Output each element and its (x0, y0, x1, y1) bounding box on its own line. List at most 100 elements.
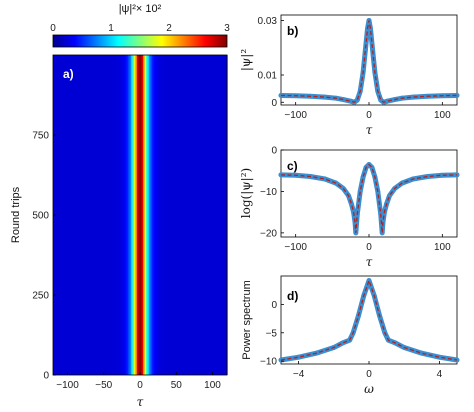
heatmap-cell (194, 55, 197, 375)
heatmap-cell (209, 55, 212, 375)
heatmap-cell (62, 55, 65, 375)
data-point (362, 48, 368, 53)
heatmap-cell (128, 55, 131, 375)
heatmap-cell (125, 55, 128, 375)
heatmap-cell (63, 55, 66, 375)
heatmap-cell (114, 55, 117, 375)
panel-d-ylabel: Power spectrum (241, 280, 253, 359)
heatmap-cell (137, 55, 140, 375)
heatmap-cell (72, 55, 75, 375)
y-tick-label: −10 (260, 357, 277, 368)
panel-c-ticks: −100 0 100−20−100 (260, 146, 451, 254)
data-point (322, 176, 328, 182)
heatmap-cell (120, 55, 123, 375)
panel-d-xlabel: ω (364, 382, 374, 396)
heatmap-cell (140, 55, 143, 375)
y-tick-label: 0 (271, 146, 277, 157)
heatmap-cell (86, 55, 89, 375)
x-tick-label: 0 (366, 242, 372, 253)
heatmap-cell (113, 55, 116, 375)
panel-b-ticks: −100 0 100 0 0.01 0.03 (258, 16, 452, 121)
heatmap-cell (216, 55, 219, 375)
heatmap-cell (170, 55, 173, 375)
x-tick-label: −50 (95, 380, 112, 391)
data-point (354, 97, 360, 103)
heatmap-cell (56, 55, 59, 375)
heatmap-cell (213, 55, 216, 375)
data-point (410, 94, 416, 100)
heatmap-cell (149, 55, 152, 375)
heatmap-cell (177, 55, 180, 375)
heatmap-cell (68, 55, 71, 375)
heatmap-cell (81, 55, 84, 375)
heatmap-cell (173, 55, 176, 375)
data-point (419, 350, 425, 356)
heatmap-cell (78, 55, 81, 375)
heatmap-cell (176, 55, 179, 375)
heatmap-cell (195, 55, 198, 375)
colorbar-label: |ψ|²× 10² (119, 3, 162, 15)
heatmap-cell (180, 55, 183, 375)
heatmap-cell (167, 55, 170, 375)
data-point (357, 189, 363, 194)
heatmap-cell (119, 55, 122, 375)
data-point (340, 97, 346, 102)
heatmap-cell (224, 55, 227, 375)
heatmap-cell (158, 55, 161, 375)
series-dashed-line (280, 163, 458, 233)
data-point (439, 172, 445, 178)
heatmap-cell (186, 55, 189, 375)
data-point (425, 174, 431, 179)
heatmap-cell (99, 55, 102, 375)
heatmap-cell (129, 55, 132, 375)
panel-c-ylabel: log(|ψ|²) (239, 168, 253, 218)
data-point (349, 201, 354, 207)
x-tick-label: −100 (56, 380, 79, 391)
heatmap-cell (66, 55, 69, 375)
heatmap-cell (93, 55, 96, 375)
x-tick-label: 0 (366, 369, 372, 380)
heatmap-cell (168, 55, 171, 375)
x-tick-label: 0 (366, 110, 372, 121)
panel-c: −100 0 100−20−100 c) τ log(|ψ|²) (239, 146, 460, 269)
heatmap-cell (138, 55, 141, 375)
y-tick-label: 750 (32, 131, 49, 142)
heatmap-cell (57, 55, 60, 375)
heatmap-cell (75, 55, 78, 375)
heatmap-cell (183, 55, 186, 375)
heatmap-cell (156, 55, 159, 375)
data-point (368, 26, 373, 32)
heatmap-cell (206, 55, 209, 375)
heatmap-cell (189, 55, 192, 375)
data-point (384, 98, 390, 104)
heatmap-cell (102, 55, 105, 375)
panel-d-ticks: −4 0 4 −10 −5 0 (260, 300, 443, 380)
heatmap-cell (188, 55, 191, 375)
heatmap-cell (198, 55, 201, 375)
y-tick-label: 0.03 (258, 16, 278, 27)
x-tick-label: 50 (171, 380, 183, 391)
panel-a: −100 −50 0 50 100 0 250 500 750 a) τ Round trips (10, 54, 228, 409)
heatmap-cell (83, 55, 86, 375)
heatmap-cell (105, 55, 108, 375)
heatmap-cell (101, 55, 104, 375)
panel-b-label: b) (287, 24, 298, 38)
heatmap-cell (153, 55, 156, 375)
panel-c-xlabel: τ (366, 255, 373, 269)
series-dashed-line (280, 278, 458, 361)
heatmap-cell (74, 55, 77, 375)
data-point (322, 94, 328, 100)
panel-b: −100 0 100 0 0.01 0.03 b) τ |ψ|² (239, 14, 460, 137)
heatmap-cell (219, 55, 222, 375)
data-point (379, 230, 385, 236)
heatmap-cell (143, 55, 146, 375)
colorbar-gradient (52, 34, 228, 48)
x-tick-label: 100 (434, 110, 451, 121)
panel-d-label: d) (287, 289, 298, 303)
heatmap-cell (159, 55, 162, 375)
panel-c-plot (278, 162, 460, 236)
heatmap-cell (96, 55, 99, 375)
heatmap-cell (225, 55, 228, 375)
heatmap-cell (146, 55, 149, 375)
